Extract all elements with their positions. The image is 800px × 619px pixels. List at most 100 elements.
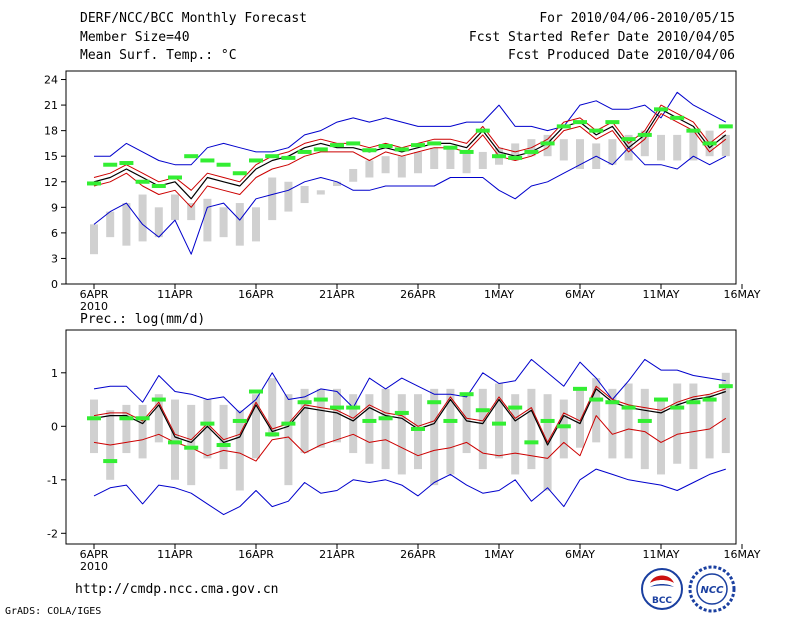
observed-marker <box>135 416 150 421</box>
x-tick-label: 6MAY <box>565 548 595 561</box>
upper-line <box>93 104 727 191</box>
observed-marker <box>556 424 571 429</box>
plot-frame <box>65 329 737 545</box>
spread-box <box>203 399 212 459</box>
spread-box <box>219 404 228 470</box>
spread-box <box>171 399 179 480</box>
spread-box <box>430 147 439 169</box>
forecast-title: DERF/NCC/BCC Monthly Forecast <box>80 11 307 26</box>
spread-box <box>462 151 471 174</box>
spread-box <box>511 394 520 475</box>
spread-box <box>268 177 277 221</box>
x-tick-label: 6APR <box>80 548 109 561</box>
spread-box <box>284 181 293 212</box>
observed-marker <box>718 384 733 389</box>
spread-box <box>446 388 455 475</box>
spread-box <box>187 203 196 221</box>
spread-box <box>608 139 617 165</box>
spread-box <box>316 388 325 448</box>
spread-box <box>657 134 665 161</box>
observed-marker <box>589 128 604 133</box>
spread-box <box>154 394 163 443</box>
observed-marker <box>702 397 717 402</box>
observed-marker <box>119 161 134 166</box>
observed-marker <box>346 141 361 146</box>
observed-marker <box>637 418 652 423</box>
observed-marker <box>200 421 215 426</box>
observed-marker <box>87 416 101 421</box>
observed-marker <box>184 154 199 159</box>
observed-marker <box>168 440 182 445</box>
x-tick-label: 11MAY <box>643 288 680 301</box>
observed-marker <box>151 184 166 189</box>
spread-box <box>478 151 487 169</box>
observed-marker <box>443 418 458 423</box>
x-tick-label: 26APR <box>400 288 436 301</box>
x-tick-label: 16APR <box>238 548 274 561</box>
spread-box <box>446 147 455 169</box>
observed-marker <box>670 405 685 410</box>
x-year-label: 2010 <box>80 300 108 313</box>
spread-box <box>138 194 147 242</box>
x-tick-label: 16MAY <box>724 548 761 561</box>
ncc-logo: NCC <box>688 565 736 613</box>
y-tick-label: 0 <box>51 420 58 433</box>
observed-marker <box>265 154 280 159</box>
ens-mean-line <box>93 388 726 446</box>
x-tick-label: 26APR <box>400 548 436 561</box>
spread-box <box>624 383 633 459</box>
spread-box <box>333 388 341 443</box>
observed-marker <box>378 416 393 421</box>
observed-marker <box>475 408 490 413</box>
x-tick-label: 16APR <box>238 288 274 301</box>
spread-box <box>268 378 277 437</box>
spread-box <box>235 203 244 246</box>
observed-marker <box>459 392 474 397</box>
precip-variable-label: Prec.: log(mm/d) <box>80 312 206 327</box>
observed-marker <box>654 397 668 402</box>
observed-marker <box>702 141 717 146</box>
observed-marker <box>411 143 425 148</box>
spread-box <box>414 151 422 174</box>
upper-line <box>93 385 726 443</box>
spread-box <box>252 394 260 459</box>
spread-box <box>154 207 163 238</box>
spread-box <box>592 378 601 443</box>
observed-marker <box>330 143 344 148</box>
spread-box <box>689 130 698 161</box>
ens-mean-line <box>93 108 727 200</box>
spread-box <box>640 388 649 470</box>
observed-marker <box>394 147 409 152</box>
observed-marker <box>718 124 733 129</box>
member-size: Member Size=40 <box>80 30 190 45</box>
observed-marker <box>216 443 231 448</box>
observed-marker <box>621 405 636 410</box>
observed-marker <box>686 400 701 405</box>
observed-marker <box>492 421 506 426</box>
x-tick-label: 21APR <box>319 548 355 561</box>
source-url[interactable]: http://cmdp.ncc.cma.gov.cn <box>75 582 279 597</box>
spread-box <box>349 168 358 182</box>
ens-max-line <box>93 358 726 414</box>
y-tick-label: 15 <box>44 150 58 163</box>
observed-marker <box>232 171 247 176</box>
observed-marker <box>524 440 539 445</box>
median-line <box>93 113 727 208</box>
spread-box <box>333 181 341 187</box>
observed-marker <box>686 128 701 133</box>
observed-marker <box>297 149 312 154</box>
forecast-period: For 2010/04/06-2010/05/15 <box>539 11 735 26</box>
ncc-logo-text: NCC <box>700 585 724 596</box>
observed-marker <box>297 400 312 405</box>
observed-marker <box>281 421 296 426</box>
ens-min-line <box>93 468 726 516</box>
spread-box <box>462 394 471 454</box>
fcst-started-date: Fcst Started Refer Date 2010/04/05 <box>468 30 735 45</box>
y-tick-label: 6 <box>51 227 58 240</box>
observed-marker <box>605 120 620 125</box>
observed-marker <box>492 154 506 159</box>
observed-marker <box>427 141 442 146</box>
spread-box <box>106 211 115 238</box>
observed-marker <box>378 143 393 148</box>
